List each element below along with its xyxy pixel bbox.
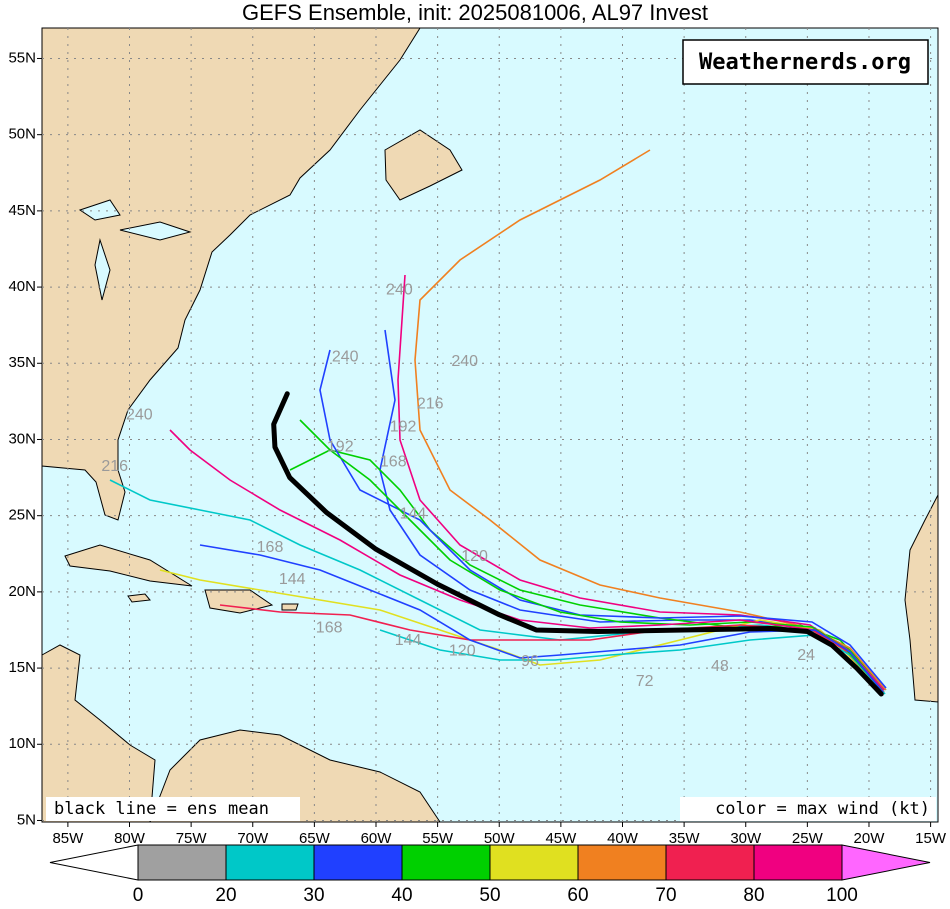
hour-label: 48 — [711, 658, 729, 675]
x-tick-label: 55W — [422, 830, 454, 847]
map-title: GEFS Ensemble, init: 2025081006, AL97 In… — [242, 0, 708, 25]
y-tick-label: 20N — [8, 583, 36, 600]
mean-note: black line = ens mean — [54, 799, 269, 819]
colorbar-box — [401, 844, 491, 881]
color-note: color = max wind (kt) — [715, 799, 930, 819]
ensemble-tracks — [109, 149, 887, 696]
hour-label: 24 — [797, 647, 815, 664]
y-tick-label: 25N — [8, 507, 36, 524]
colorbar-box — [753, 844, 843, 881]
x-tick-label: 50W — [484, 830, 516, 847]
grid — [42, 28, 938, 822]
hour-label: 192 — [390, 419, 417, 436]
hour-label: 168 — [380, 454, 407, 471]
hour-label: 120 — [461, 548, 488, 565]
hour-label: 168 — [316, 620, 343, 637]
great-lakes — [78, 199, 192, 301]
y-tick-label: 50N — [8, 126, 36, 143]
x-tick-label: 35W — [669, 830, 701, 847]
y-tick-label: 10N — [8, 735, 36, 752]
hour-label: 144 — [395, 632, 422, 649]
hour-label: 144 — [400, 505, 427, 522]
hour-label: 72 — [636, 673, 654, 690]
x-tick-label: 70W — [237, 830, 269, 847]
hour-label: 168 — [257, 539, 284, 556]
colorbar-box — [577, 844, 667, 881]
y-tick-label: 30N — [8, 430, 36, 447]
colorbar-label: 0 — [133, 885, 144, 906]
x-tick-label: 60W — [361, 830, 393, 847]
colorbar-label: 60 — [567, 885, 588, 906]
colorbar-box — [225, 844, 315, 881]
hour-label: 120 — [449, 643, 476, 660]
axes: 85W 80W 75W 70W 65W 60W 55W 50W 45W 40W 35W 30W 25W 2… — [8, 49, 946, 847]
x-tick-label: 45W — [545, 830, 577, 847]
hour-label: 192 — [327, 438, 354, 455]
colorbar-label: 100 — [826, 885, 858, 906]
colorbar-label: 50 — [479, 885, 500, 906]
y-tick-label: 55N — [8, 49, 36, 66]
colorbar: 0 20 30 40 50 60 70 80 100 — [49, 844, 931, 906]
hour-label: 240 — [126, 406, 153, 423]
hour-label: 216 — [417, 396, 444, 413]
watermark: Weathernerds.org — [699, 50, 911, 75]
watermark-box — [682, 39, 929, 85]
note-box — [680, 797, 936, 821]
hour-label: 240 — [332, 348, 359, 365]
mean-track — [271, 391, 884, 697]
hour-label: 240 — [451, 353, 478, 370]
hour-label: 216 — [101, 458, 128, 475]
colorbar-box — [665, 844, 755, 881]
x-tick-label: 80W — [114, 830, 146, 847]
hour-label: 240 — [386, 281, 413, 298]
x-tick-label: 15W — [915, 830, 947, 847]
y-tick-label: 5N — [17, 811, 36, 828]
colorbar-label: 20 — [215, 885, 236, 906]
hour-label: 96 — [521, 653, 539, 670]
y-tick-label: 40N — [8, 278, 36, 295]
x-tick-label: 20W — [854, 830, 886, 847]
colorbar-over — [841, 844, 931, 881]
colorbar-label: 70 — [655, 885, 676, 906]
colorbar-box — [313, 844, 403, 881]
y-tick-label: 15N — [8, 659, 36, 676]
overlay: 2402402161921681441201441209672482424021… — [101, 281, 884, 697]
colorbar-label: 40 — [391, 885, 412, 906]
y-tick-label: 45N — [8, 202, 36, 219]
colorbar-under — [49, 844, 139, 881]
x-tick-label: 25W — [792, 830, 824, 847]
note-box — [46, 797, 300, 821]
x-tick-label: 75W — [176, 830, 208, 847]
x-tick-label: 40W — [607, 830, 639, 847]
colorbar-box — [489, 844, 579, 881]
x-tick-label: 30W — [730, 830, 762, 847]
colorbar-label: 80 — [743, 885, 764, 906]
x-tick-label: 65W — [299, 830, 331, 847]
colorbar-label: 30 — [303, 885, 324, 906]
x-tick-label: 85W — [52, 830, 84, 847]
hour-label: 144 — [279, 571, 306, 588]
colorbar-box — [137, 844, 227, 881]
y-tick-label: 35N — [8, 354, 36, 371]
